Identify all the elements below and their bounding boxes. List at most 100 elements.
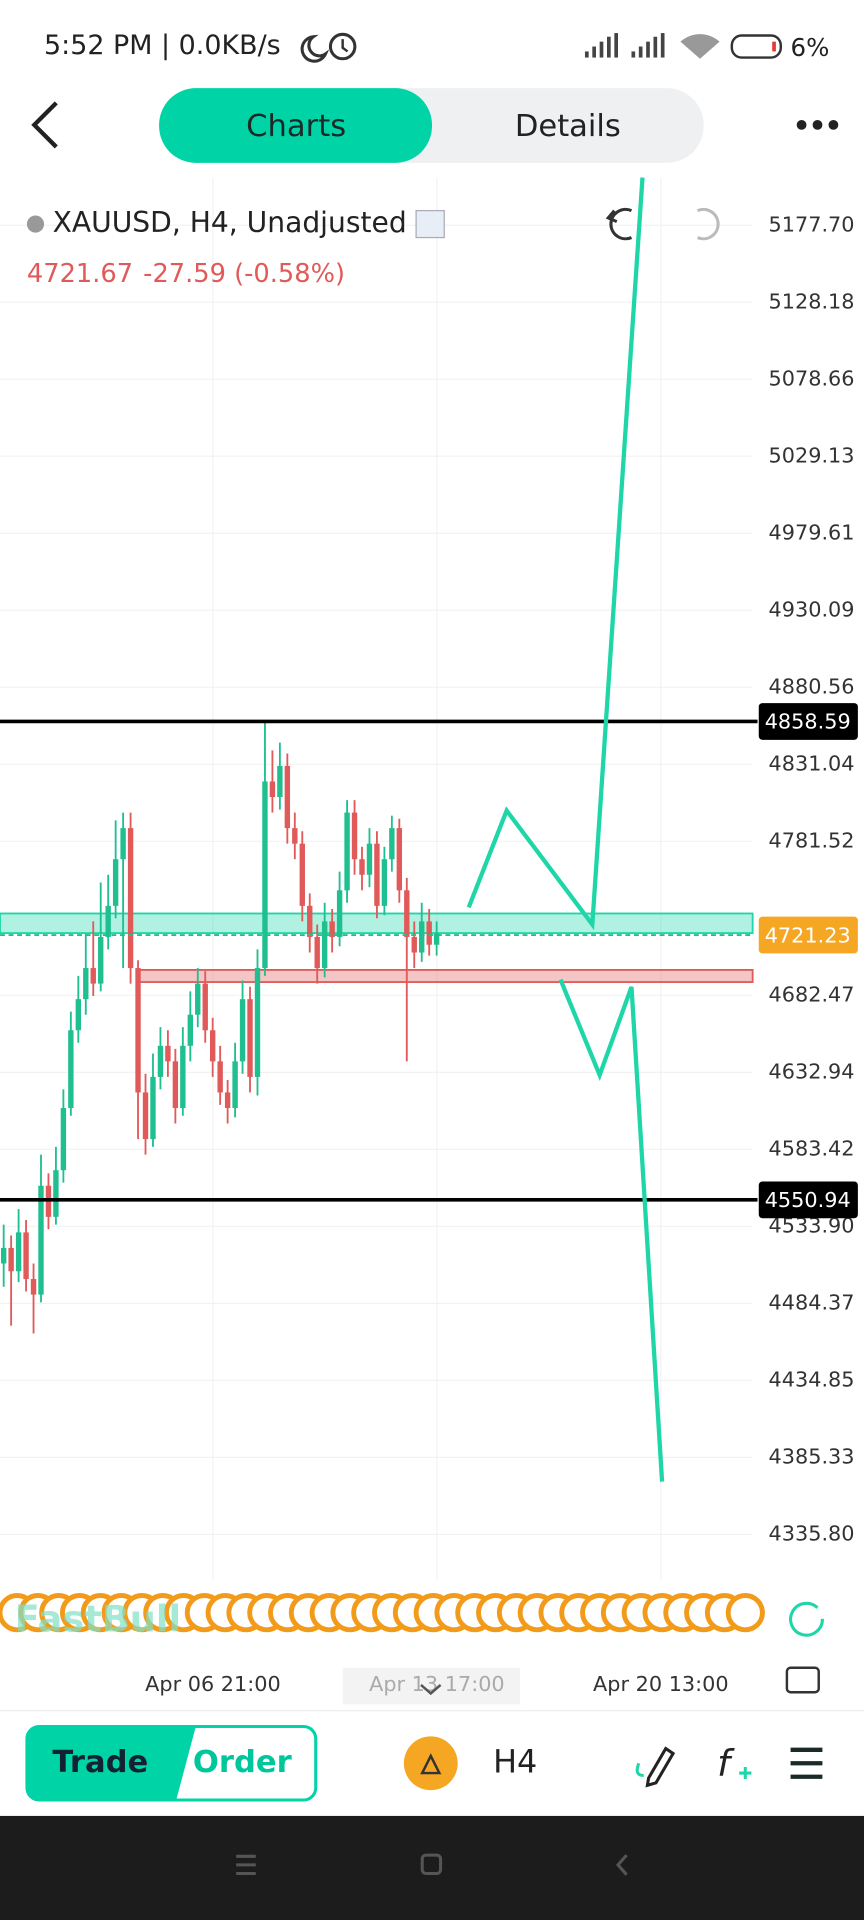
current-price-label: 4721.23: [765, 923, 851, 947]
x-tick-label: Apr 20 13:00: [593, 1672, 729, 1696]
candle-body: [187, 1014, 193, 1046]
candle-body: [299, 843, 305, 906]
formula-plus: [739, 1766, 752, 1780]
current-price-bg: [758, 916, 858, 954]
candle-body: [30, 1279, 37, 1295]
candle-body: [105, 905, 111, 937]
reset-button[interactable]: [789, 1601, 824, 1637]
symbol-dot: [26, 215, 45, 233]
candle-body: [396, 828, 403, 891]
trade-button[interactable]: Trade: [52, 1745, 148, 1780]
candle-body: [75, 999, 82, 1031]
candle-body: [336, 890, 343, 937]
timeframe-button[interactable]: H4: [493, 1742, 537, 1780]
candle-body: [374, 843, 380, 906]
candle-body: [247, 999, 253, 1077]
candle-body: [53, 1170, 59, 1217]
y-tick-label: 5078.66: [769, 366, 855, 390]
order-button[interactable]: Order: [193, 1745, 292, 1780]
candle-body: [419, 921, 425, 953]
candle-body: [269, 781, 276, 798]
y-tick-label: 5029.13: [769, 443, 855, 467]
level-label: 4550.94: [765, 1188, 851, 1212]
candle-body: [98, 936, 104, 984]
last-price: 4721.67: [27, 259, 133, 289]
candle-body: [127, 828, 134, 969]
candle-body: [60, 1107, 67, 1171]
candle-body: [172, 1061, 179, 1108]
y-tick-label: 5177.70: [769, 212, 855, 236]
candle-body: [120, 828, 126, 860]
menu-button[interactable]: [790, 1747, 823, 1779]
status-icons: [300, 32, 783, 63]
x-tick-label: Apr 06 21:00: [145, 1672, 281, 1696]
candle-body: [426, 921, 432, 945]
candle-body: [180, 1045, 186, 1108]
nav-buttons[interactable]: [236, 1853, 628, 1876]
candle-body: [314, 936, 320, 969]
candle-body: [38, 1185, 44, 1295]
draw-button[interactable]: [645, 1746, 676, 1788]
candle-body: [68, 1030, 74, 1108]
tab-charts[interactable]: Charts: [246, 109, 346, 144]
y-tick-label: 4682.47: [769, 982, 855, 1006]
level-label-bg: [758, 1181, 858, 1219]
candle-body: [344, 812, 350, 891]
candle-body: [254, 968, 261, 1077]
candle-body: [292, 828, 298, 844]
candle-body: [284, 765, 291, 829]
y-tick-label: 4632.94: [769, 1059, 855, 1083]
candle-body: [359, 859, 365, 875]
y-tick-label: 4484.37: [769, 1290, 855, 1314]
candle-body: [83, 968, 89, 1000]
candle-body: [195, 983, 201, 1015]
y-tick-label: 5128.18: [769, 289, 855, 313]
tab-active[interactable]: [159, 88, 432, 163]
candle-body: [90, 968, 96, 984]
draw-glyph: [635, 1762, 644, 1778]
candle-body: [232, 1061, 238, 1108]
indicator-icon[interactable]: [403, 1736, 458, 1791]
level-label-bg: [758, 703, 858, 740]
redo-button[interactable]: [696, 207, 720, 241]
candle-body: [433, 933, 440, 945]
y-tick-label: 4880.56: [769, 674, 855, 698]
zone: [136, 969, 754, 983]
candle-body: [165, 1045, 171, 1062]
candle-body: [202, 983, 208, 1031]
undo-button[interactable]: [609, 207, 633, 241]
level-label: 4858.59: [765, 710, 851, 734]
collapse-arrow[interactable]: [420, 1683, 442, 1696]
candle-body: [217, 1061, 223, 1093]
candle-body: [210, 1030, 216, 1062]
crosshair-label-bg: [342, 1667, 521, 1705]
y-tick-label: 4831.04: [769, 751, 855, 775]
tab-details[interactable]: Details: [515, 109, 621, 144]
y-tick-label: 4434.85: [769, 1367, 855, 1391]
trade-bg: [26, 1726, 196, 1800]
landscape-button[interactable]: [785, 1666, 820, 1694]
candle-body: [0, 1247, 7, 1264]
event-marker: [725, 1593, 765, 1633]
candle-body: [411, 936, 417, 953]
y-tick-label: 4781.52: [769, 828, 855, 852]
candle-body: [277, 765, 283, 798]
candle-body: [112, 859, 119, 906]
candle-body: [366, 843, 373, 875]
y-tick-label: 4930.09: [769, 597, 855, 621]
formula-button[interactable]: f: [717, 1742, 735, 1785]
battery-level: 6%: [791, 33, 830, 62]
price-change: -27.59 (-0.58%): [143, 259, 345, 289]
symbol-image-icon[interactable]: [415, 210, 445, 239]
candle-body: [307, 905, 313, 937]
more-button[interactable]: [796, 120, 839, 130]
back-button[interactable]: [31, 101, 58, 149]
undo-arrow: [605, 209, 618, 224]
watermark: FastBull: [15, 1598, 181, 1641]
candle-body: [351, 812, 358, 860]
candle-body: [224, 1092, 231, 1108]
candle-body: [23, 1232, 29, 1280]
nav-bar: [0, 1815, 864, 1920]
